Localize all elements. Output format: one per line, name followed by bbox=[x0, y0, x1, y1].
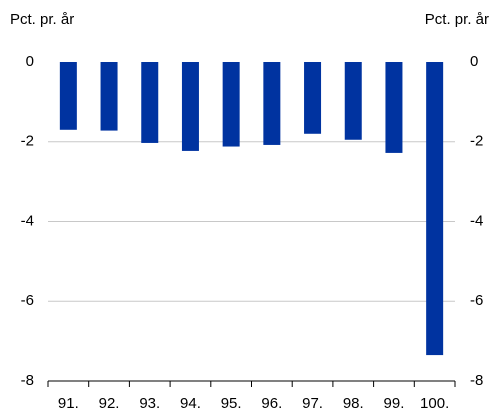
x-tick-label: 98. bbox=[343, 395, 364, 412]
x-tick-label: 94. bbox=[180, 395, 201, 412]
y2-tick-label: -8 bbox=[470, 372, 483, 389]
bar bbox=[263, 62, 281, 145]
x-tick-label: 95. bbox=[221, 395, 242, 412]
y2-axis-label: Pct. pr. år bbox=[425, 11, 489, 28]
y-tick-label: -2 bbox=[21, 133, 34, 150]
bar bbox=[385, 62, 403, 153]
y-tick-label: -8 bbox=[21, 372, 34, 389]
bar bbox=[222, 62, 240, 147]
y-tick-label: -4 bbox=[21, 212, 34, 229]
bar bbox=[181, 62, 199, 151]
bar bbox=[141, 62, 159, 143]
bar bbox=[59, 62, 77, 130]
y2-tick-label: -2 bbox=[470, 133, 483, 150]
y2-tick-label: -6 bbox=[470, 292, 483, 309]
x-tick-label: 92. bbox=[99, 395, 120, 412]
x-tick-label: 93. bbox=[139, 395, 160, 412]
y-tick-label: 0 bbox=[26, 53, 34, 70]
y2-tick-label: -4 bbox=[470, 212, 483, 229]
x-tick-label: 96. bbox=[261, 395, 282, 412]
x-tick-label: 97. bbox=[302, 395, 323, 412]
y2-tick-label: 0 bbox=[470, 53, 478, 70]
bar bbox=[344, 62, 362, 140]
y-axis-label: Pct. pr. år bbox=[10, 11, 74, 28]
x-tick-label: 99. bbox=[384, 395, 405, 412]
x-tick-label: 91. bbox=[58, 395, 79, 412]
x-tick-label: 100. bbox=[420, 395, 449, 412]
bar bbox=[426, 62, 444, 356]
bar bbox=[100, 62, 118, 131]
bar bbox=[304, 62, 322, 134]
y-tick-label: -6 bbox=[21, 292, 34, 309]
